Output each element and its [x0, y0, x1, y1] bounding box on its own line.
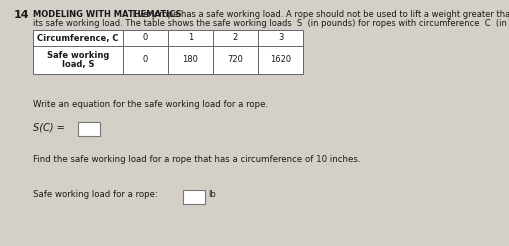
Text: Safe working: Safe working — [47, 51, 109, 60]
Text: Safe working load for a rope:: Safe working load for a rope: — [33, 190, 158, 199]
Text: Write an equation for the safe working load for a rope.: Write an equation for the safe working l… — [33, 100, 268, 109]
Text: its safe working load. The table shows the safe working loads  S  (in pounds) fo: its safe working load. The table shows t… — [33, 19, 509, 28]
Text: Find the safe working load for a rope that has a circumference of 10 inches.: Find the safe working load for a rope th… — [33, 155, 360, 164]
Text: 1: 1 — [188, 33, 193, 43]
Bar — [183, 190, 205, 204]
Text: Circumference, C: Circumference, C — [37, 33, 119, 43]
Text: S(C) =: S(C) = — [33, 122, 65, 132]
Bar — [33, 30, 303, 74]
Text: Every rope has a safe working load. A rope should not be used to lift a weight g: Every rope has a safe working load. A ro… — [130, 10, 509, 19]
Bar — [78, 122, 100, 136]
Text: 0: 0 — [143, 33, 148, 43]
Text: 1620: 1620 — [270, 56, 291, 64]
Text: 14: 14 — [14, 10, 30, 20]
Text: 0: 0 — [143, 56, 148, 64]
Text: 3: 3 — [278, 33, 283, 43]
Text: load, S: load, S — [62, 60, 94, 69]
Bar — [33, 30, 303, 74]
Text: MODELING WITH MATHEMATICS: MODELING WITH MATHEMATICS — [33, 10, 182, 19]
Text: 720: 720 — [228, 56, 243, 64]
Text: lb: lb — [208, 190, 216, 199]
Text: 2: 2 — [233, 33, 238, 43]
Text: 180: 180 — [183, 56, 199, 64]
